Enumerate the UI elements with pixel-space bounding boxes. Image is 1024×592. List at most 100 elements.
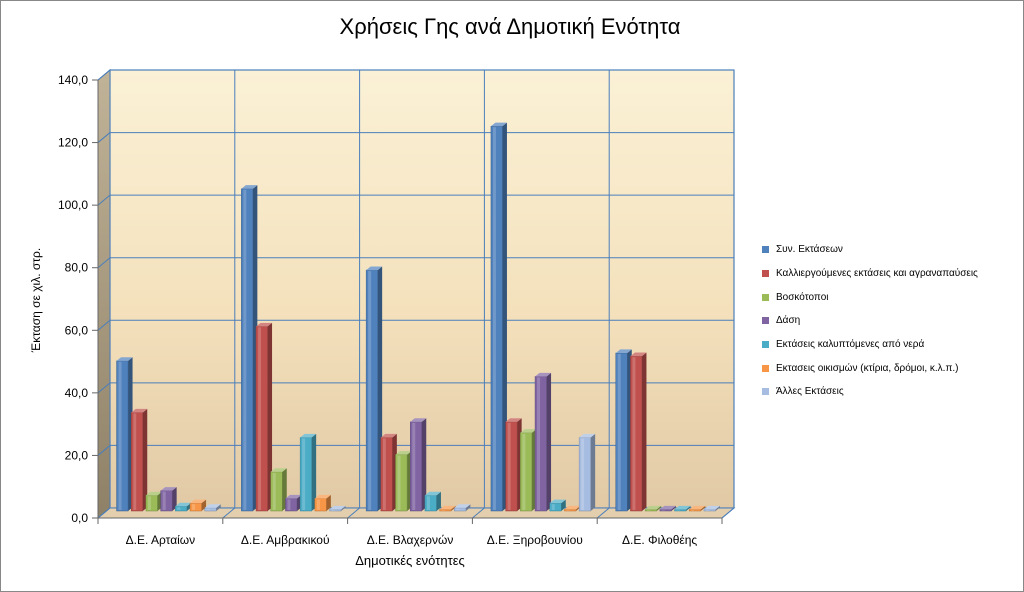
bar-top — [204, 504, 221, 508]
bar-front — [564, 509, 577, 512]
bar-side — [590, 433, 596, 511]
bar-side — [546, 372, 552, 511]
bar-top — [439, 505, 456, 510]
bar-side — [311, 433, 317, 511]
bar-top — [424, 491, 441, 496]
legend-label: Συν. Εκτάσεων — [776, 244, 843, 256]
bar-top — [241, 185, 258, 189]
legend-item: Βοσκότοποι — [762, 285, 1020, 309]
bar-front — [116, 360, 129, 512]
bar — [380, 433, 397, 512]
bar-highlight — [382, 438, 386, 510]
bar-side — [700, 505, 706, 511]
bar-side — [267, 322, 273, 511]
legend-swatch — [762, 364, 769, 372]
bar-top — [395, 451, 412, 455]
bar-front — [520, 432, 533, 512]
bar-highlight — [566, 510, 570, 511]
legend-swatch — [762, 270, 769, 278]
bar — [703, 505, 720, 512]
bar-top — [145, 491, 162, 496]
bar-top — [300, 433, 317, 438]
y-tick-label: 140,0 — [58, 73, 88, 87]
legend-item: Καλλιεργούμενες εκτάσεις και αγραναπαύσε… — [762, 262, 1020, 286]
bar-top — [549, 499, 566, 504]
bar-top — [630, 352, 647, 357]
bar-highlight — [331, 510, 335, 511]
bar-highlight — [302, 438, 306, 510]
bar-top — [270, 468, 287, 472]
bar-front — [674, 509, 687, 512]
bar-side — [326, 494, 331, 511]
x-tick-label: Δ.Ε. Ξηροβουνίου — [487, 533, 583, 547]
gridline-side — [97, 69, 111, 81]
bar-side — [142, 408, 148, 511]
axes — [92, 79, 735, 524]
bar-side — [451, 505, 456, 511]
bar-highlight — [632, 357, 636, 510]
bar-top — [190, 499, 207, 504]
bar-highlight — [492, 127, 496, 510]
bar-top — [520, 429, 537, 433]
bar-top — [645, 505, 662, 510]
bar-front — [395, 454, 408, 512]
bar-front — [204, 507, 217, 512]
bar-top — [285, 494, 302, 499]
x-tick-label: Δ.Ε. Βλαχερνών — [367, 533, 454, 547]
y-tick-label: 60,0 — [65, 323, 89, 337]
bar-front — [380, 437, 393, 512]
legend-swatch — [762, 246, 769, 254]
bar — [395, 451, 412, 512]
legend-item: Άλλες Εκτάσεις — [762, 380, 1020, 404]
bar — [204, 504, 221, 512]
legend-swatch — [762, 388, 769, 396]
legend-label: Εκτάσεις καλυπτόμενες από νερά — [776, 339, 925, 351]
chart-title: Χρήσεις Γης ανά Δημοτική Ενότητα — [339, 14, 681, 39]
bar-front — [255, 326, 268, 512]
bar-side — [561, 499, 566, 511]
bar-highlight — [192, 504, 196, 510]
bar-top — [535, 372, 552, 377]
gridline-floor — [472, 507, 485, 519]
bar-top — [454, 504, 471, 508]
y-tick-label: 120,0 — [58, 136, 88, 150]
bar-top — [674, 505, 691, 510]
y-tick-label: 40,0 — [65, 386, 89, 400]
bar — [490, 122, 507, 512]
bar-front — [365, 269, 378, 512]
bar-top — [175, 502, 192, 507]
bar-front — [630, 355, 643, 512]
legend: Συν. Εκτάσεων Καλλιεργούμενες εκτάσεις κα… — [762, 238, 1020, 404]
bar-front — [505, 421, 518, 512]
bar-highlight — [397, 455, 401, 510]
bar-top — [564, 505, 581, 510]
x-tick-label: Δ.Ε. Φιλοθέης — [622, 533, 697, 547]
gridline-side — [97, 257, 111, 269]
gridline-floor — [596, 507, 610, 519]
bar-front — [145, 495, 158, 512]
bar-top — [490, 122, 507, 127]
bar — [644, 505, 662, 512]
bar-highlight — [441, 510, 445, 511]
bar-side — [436, 491, 441, 511]
bar-side — [686, 505, 691, 511]
bar-highlight — [537, 377, 541, 510]
bar — [299, 433, 317, 512]
bar — [505, 418, 522, 512]
bar-highlight — [133, 413, 137, 510]
bar — [270, 468, 287, 512]
bar — [454, 504, 471, 512]
bar-top — [410, 418, 427, 422]
gridline-side — [97, 319, 111, 331]
bar-side — [216, 504, 221, 511]
bars — [116, 122, 720, 512]
gridline-side — [97, 194, 111, 206]
bar — [365, 266, 383, 512]
bar-highlight — [258, 327, 262, 510]
bar-highlight — [412, 422, 416, 510]
bar-front — [314, 498, 327, 512]
gridline-side — [97, 445, 111, 456]
bar — [189, 499, 207, 512]
x-tick-label: Δ.Ε. Αμβρακικού — [241, 533, 330, 547]
legend-item: Δάση — [762, 309, 1020, 333]
